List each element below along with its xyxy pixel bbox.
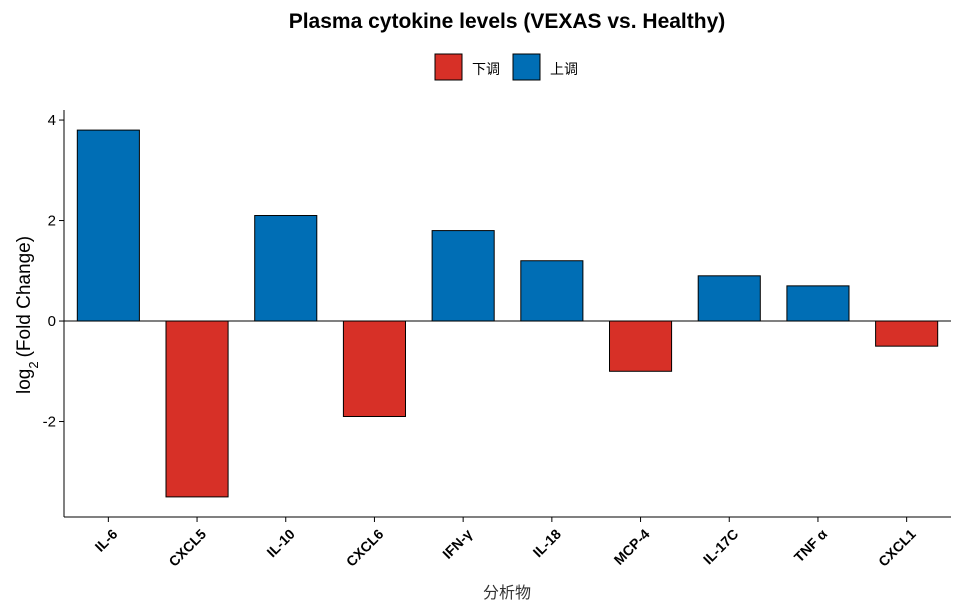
y-ticks: -2 0 2 4	[43, 112, 64, 431]
bar-cxcl6	[342, 320, 406, 418]
bar-ifn-	[431, 230, 495, 322]
legend-swatch-down	[434, 53, 463, 81]
x-tick-label: IL-6	[92, 526, 121, 555]
bar-il-10	[254, 215, 318, 322]
bars-group	[76, 129, 939, 498]
x-tick-label: IL-17C	[700, 526, 742, 568]
x-tick-label: IL-10	[263, 526, 298, 561]
bar-il-17c	[697, 275, 761, 322]
legend-label-down: 下调	[472, 62, 500, 78]
x-tick-label: MCP-4	[611, 526, 653, 568]
legend-label-up: 上调	[550, 62, 578, 78]
y-axis-label: log2(Fold Change)	[14, 236, 41, 394]
x-tick-label: CXCL5	[165, 526, 209, 570]
x-tick-label: IL-18	[530, 526, 565, 561]
bar-il-6	[76, 129, 140, 322]
bar-il-18	[520, 260, 584, 322]
x-tick-label: CXCL1	[875, 526, 919, 570]
x-tick-label: IFN-γ	[439, 526, 475, 562]
x-ticks: IL-6 CXCL5 IL-10 CXCL6 IFN-γ IL-18 MCP-4 IL-17C…	[92, 517, 919, 570]
chart-title: Plasma cytokine levels (VEXAS vs. Health…	[289, 10, 726, 33]
bar-mcp-4	[609, 320, 673, 372]
y-tick-label: 4	[48, 112, 56, 129]
x-tick-label: TNF α	[791, 526, 831, 566]
y-tick-label: 2	[48, 213, 56, 230]
y-tick-label: -2	[43, 414, 56, 431]
x-tick-label: CXCL6	[343, 526, 387, 570]
bar-cxcl5	[165, 320, 229, 498]
bar-tnf-	[786, 285, 850, 322]
legend-swatch-up	[512, 53, 541, 81]
y-tick-label: 0	[48, 313, 56, 330]
x-axis-label: 分析物	[483, 583, 531, 602]
bar-cxcl1	[875, 320, 939, 347]
legend: 下调 上调	[434, 53, 578, 81]
